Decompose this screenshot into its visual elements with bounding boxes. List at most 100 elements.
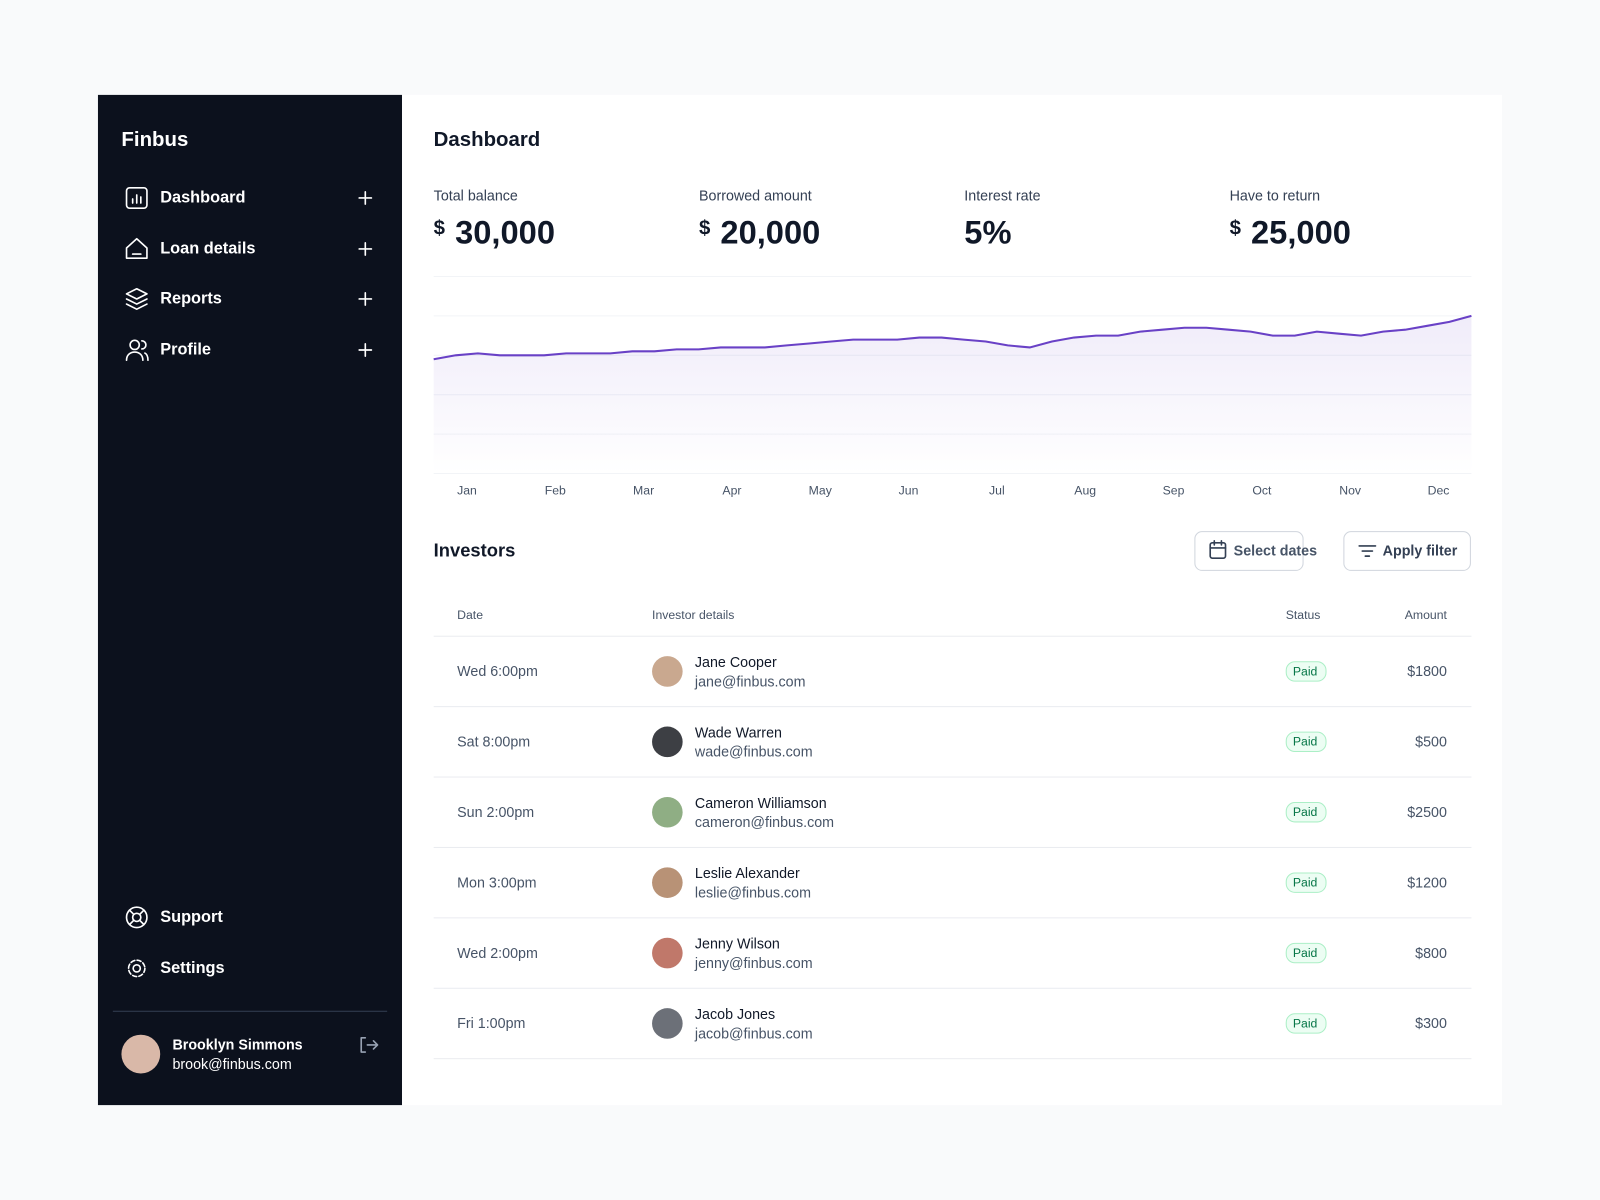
status: Paid (1292, 945, 1318, 961)
area (433, 315, 1472, 474)
icon (1209, 542, 1227, 559)
avatar (652, 937, 683, 969)
x-tick-label: Nov (1339, 483, 1362, 498)
stat-currency: $ (433, 217, 446, 240)
nav-item[interactable]: Support (160, 908, 223, 926)
status-pill (1285, 731, 1327, 753)
amount: $500 (1415, 733, 1447, 750)
avatar (652, 726, 683, 758)
status-pill (1285, 872, 1327, 893)
x-tick-label: Apr (722, 483, 742, 498)
stat-value: 30,000 (455, 214, 555, 251)
date: Mon 3:00pm (457, 874, 537, 891)
button[interactable] (1194, 531, 1304, 571)
icon (1358, 545, 1377, 557)
row-divider (433, 635, 1472, 637)
x-tick-label: Mar (633, 483, 655, 498)
icon (125, 237, 148, 259)
investor-name: Jenny Wilson (694, 935, 780, 952)
column-header: Status (1285, 607, 1321, 623)
icon (125, 906, 148, 929)
stat-label: Total balance (433, 187, 518, 204)
nav-item[interactable]: Settings (160, 959, 225, 977)
status-pill (1285, 1013, 1327, 1034)
button[interactable] (1343, 531, 1471, 571)
column-header: Amount (1404, 607, 1447, 623)
status-pill (1285, 661, 1327, 682)
investor-email: jenny@finbus.com (694, 954, 813, 972)
x-tick-label: Aug (1074, 483, 1097, 498)
date: Wed 6:00pm (457, 662, 538, 680)
stat-label: Borrowed amount (698, 187, 812, 204)
investor-email: leslie@finbus.com (694, 884, 812, 901)
row-divider (433, 846, 1472, 848)
line (433, 314, 1472, 361)
status: Paid (1292, 1016, 1318, 1031)
nav-item[interactable]: Profile (160, 341, 212, 359)
avatar (652, 796, 683, 828)
amount: $300 (1415, 1014, 1447, 1032)
user-name: Brooklyn Simmons (172, 1036, 303, 1053)
nav-item[interactable]: Reports (160, 290, 222, 308)
stat-label: Have to return (1229, 187, 1321, 204)
date: Fri 1:00pm (457, 1014, 526, 1032)
nav-item[interactable]: Loan details (160, 240, 256, 258)
investor-email: wade@finbus.com (694, 743, 813, 760)
user-email: brook@finbus.com (172, 1055, 292, 1073)
row-divider (433, 776, 1472, 778)
status-pill (1285, 802, 1327, 823)
avatar (652, 867, 683, 898)
logout-icon (360, 1036, 379, 1053)
icon (129, 339, 141, 351)
row-divider (433, 1058, 1472, 1060)
column-header: Date (457, 607, 484, 623)
investor-email: cameron@finbus.com (694, 813, 835, 831)
amount: $1200 (1407, 874, 1447, 891)
status: Paid (1292, 804, 1318, 820)
row-divider (433, 706, 1472, 708)
section-title: Investors (433, 540, 516, 561)
x-tick-label: Oct (1252, 483, 1272, 498)
x-tick-label: Feb (544, 483, 566, 498)
amount: $2500 (1407, 803, 1447, 821)
page-title: Dashboard (433, 128, 541, 152)
x-tick-label: May (808, 483, 832, 498)
nav-item[interactable]: Dashboard (160, 189, 246, 207)
icon (132, 963, 142, 973)
investor-email: jane@finbus.com (694, 673, 806, 690)
stat-value: 20,000 (720, 214, 821, 251)
chart (433, 276, 1472, 474)
sidebar (97, 94, 403, 1106)
status: Paid (1292, 875, 1318, 890)
icon (125, 287, 148, 310)
avatar (652, 1008, 683, 1039)
row-divider (433, 917, 1472, 919)
investor-email: jacob@finbus.com (694, 1025, 813, 1042)
main-panel (402, 94, 1503, 1106)
status: Paid (1292, 664, 1318, 679)
date: Sun 2:00pm (457, 803, 535, 821)
row-divider (433, 987, 1472, 989)
x-tick-label: Dec (1427, 483, 1450, 498)
stat-value: 5% (964, 214, 1012, 251)
investor-name: Jane Cooper (694, 653, 777, 671)
date: Wed 2:00pm (457, 944, 538, 961)
amount: $800 (1415, 944, 1447, 961)
investor-name: Cameron Williamson (694, 794, 827, 811)
status-pill (1285, 942, 1327, 964)
stat-currency: $ (1229, 217, 1241, 240)
investor-name: Wade Warren (694, 724, 782, 741)
button-icons (1209, 539, 1377, 559)
plus-icons (358, 191, 373, 357)
icon (125, 186, 148, 209)
stat-currency: $ (698, 217, 711, 240)
stat-label: Interest rate (964, 187, 1041, 204)
investor-name: Leslie Alexander (694, 864, 800, 882)
brand: Finbus (121, 128, 189, 152)
investor-name: Jacob Jones (694, 1005, 776, 1023)
date: Sat 8:00pm (457, 733, 531, 750)
status: Paid (1292, 734, 1318, 749)
button-label: Select dates (1233, 542, 1318, 559)
